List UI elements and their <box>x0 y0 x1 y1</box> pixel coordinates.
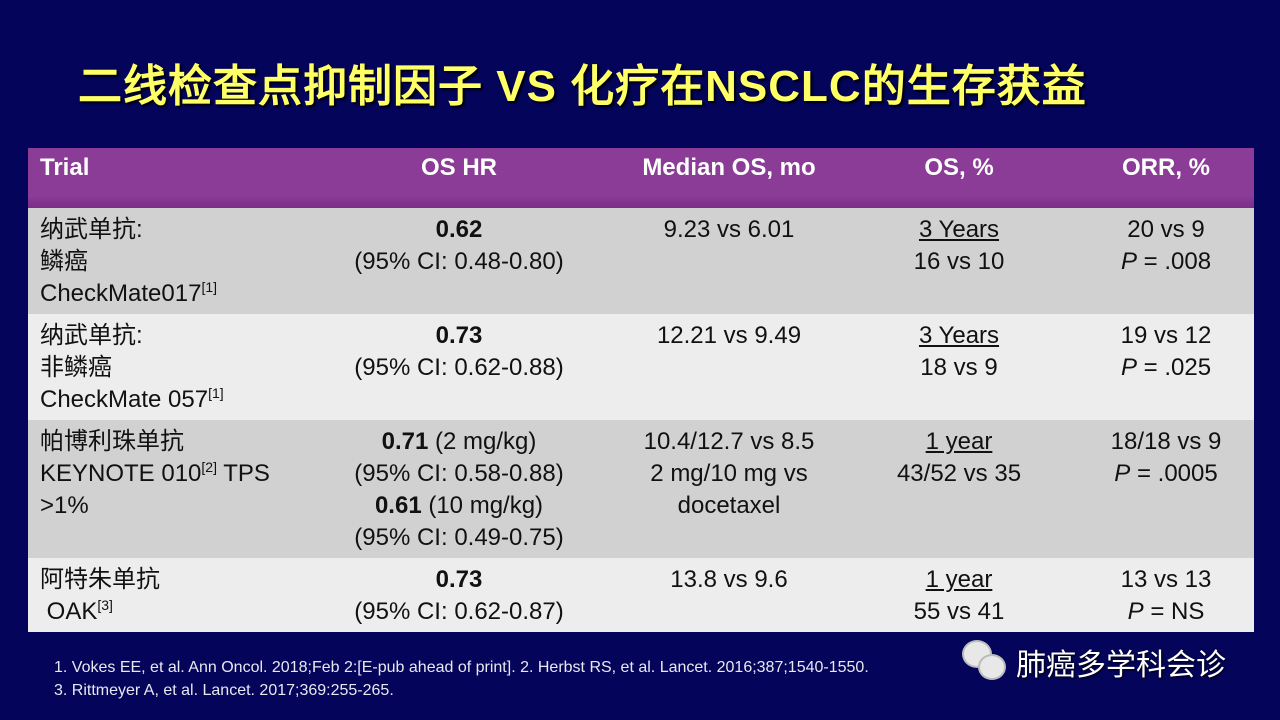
header-os-pct: OS, % <box>840 148 1078 208</box>
trial-cell: 纳武单抗: 非鳞癌 CheckMate 057[1] <box>28 314 300 420</box>
hr-cell: 0.73 (95% CI: 0.62-0.88) <box>300 314 618 420</box>
slide-title: 二线检查点抑制因子 VS 化疗在NSCLC的生存获益 <box>78 62 1087 111</box>
os-cell: 3 Years 16 vs 10 <box>840 208 1078 314</box>
watermark: 肺癌多学科会诊 <box>962 640 1226 684</box>
table-header: Trial OS HR Median OS, mo OS, % ORR, % <box>28 148 1254 208</box>
header-os-hr: OS HR <box>300 148 618 208</box>
hr-cell: 0.62 (95% CI: 0.48-0.80) <box>300 208 618 314</box>
table-row: 帕博利珠单抗 KEYNOTE 010[2] TPS >1% 0.71 (2 mg/k… <box>28 420 1254 558</box>
hr-cell: 0.73 (95% CI: 0.62-0.87) <box>300 558 618 632</box>
os-cell: 1 year 55 vs 41 <box>840 558 1078 632</box>
header-median-os: Median OS, mo <box>618 148 840 208</box>
median-cell: 12.21 vs 9.49 <box>618 314 840 420</box>
os-cell: 3 Years 18 vs 9 <box>840 314 1078 420</box>
median-cell: 10.4/12.7 vs 8.5 2 mg/10 mg vs docetaxel <box>618 420 840 558</box>
watermark-text: 肺癌多学科会诊 <box>1016 649 1226 682</box>
header-trial: Trial <box>28 148 300 208</box>
os-cell: 1 year 43/52 vs 35 <box>840 420 1078 558</box>
trial-cell: 阿特朱单抗 OAK[3] <box>28 558 300 632</box>
trial-cell: 帕博利珠单抗 KEYNOTE 010[2] TPS >1% <box>28 420 300 558</box>
hr-cell: 0.71 (2 mg/kg) (95% CI: 0.58-0.88) 0.61 (1… <box>300 420 618 558</box>
trial-table: Trial OS HR Median OS, mo OS, % ORR, % 纳… <box>28 148 1254 632</box>
table-row: 阿特朱单抗 OAK[3] 0.73 (95% CI: 0.62-0.87) 13.… <box>28 558 1254 632</box>
trial-cell: 纳武单抗: 鳞癌 CheckMate017[1] <box>28 208 300 314</box>
orr-cell: 13 vs 13 P = NS <box>1078 558 1254 632</box>
footnote: 3. Rittmeyer A, et al. Lancet. 2017;369:… <box>54 682 394 699</box>
orr-cell: 19 vs 12 P = .025 <box>1078 314 1254 420</box>
footnote: 1. Vokes EE, et al. Ann Oncol. 2018;Feb … <box>54 659 869 676</box>
table-row: 纳武单抗: 非鳞癌 CheckMate 057[1] 0.73 (95% CI: 0.… <box>28 314 1254 420</box>
table-row: 纳武单抗: 鳞癌 CheckMate017[1] 0.62 (95% CI: 0.48… <box>28 208 1254 314</box>
median-cell: 9.23 vs 6.01 <box>618 208 840 314</box>
median-cell: 13.8 vs 9.6 <box>618 558 840 632</box>
wechat-icon <box>962 640 1008 684</box>
header-orr: ORR, % <box>1078 148 1254 208</box>
footnotes: 1. Vokes EE, et al. Ann Oncol. 2018;Feb … <box>54 656 869 702</box>
